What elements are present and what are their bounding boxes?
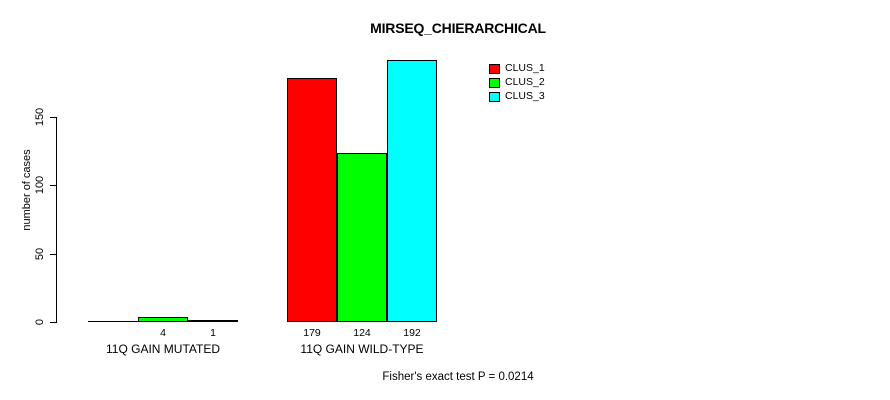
bar-clus_2-1 [337,153,387,322]
y-tick-label: 50 [34,247,46,261]
legend-swatch-clus-1 [489,63,500,74]
legend-label-clus-1: CLUS_1 [505,62,545,74]
bar-value-label: 192 [403,327,421,339]
legend-item-clus-3: CLUS_3 [489,91,545,102]
y-axis-line [56,117,57,323]
x-category-label-mutated: 11Q GAIN MUTATED [105,342,220,356]
bar-clus_1-1 [287,78,337,322]
y-axis-tick [50,185,56,186]
y-tick-label: 150 [34,107,46,127]
bar-clus_3-1 [387,60,437,322]
bar-clus_2-0 [138,317,188,322]
bar-clus_3-0 [188,320,238,322]
bar-value-label: 4 [160,327,166,339]
legend-item-clus-2: CLUS_2 [489,77,545,88]
legend-label-clus-2: CLUS_2 [505,76,545,88]
legend-swatch-clus-3 [489,91,500,102]
bar-value-label: 179 [303,327,321,339]
legend: CLUS_1 CLUS_2 CLUS_3 [489,63,545,105]
y-tick-label: 0 [34,318,46,326]
bar-clus_1-0 [88,321,138,322]
bar-value-label: 124 [353,327,371,339]
y-axis-tick [50,254,56,255]
footer-annotation: Fisher's exact test P = 0.0214 [382,371,534,383]
x-category-label-wildtype: 11Q GAIN WILD-TYPE [300,342,424,356]
chart-title: MIRSEQ_CHIERARCHICAL [370,20,546,36]
y-axis-tick [50,322,56,323]
bar-value-label: 1 [210,327,216,339]
legend-label-clus-3: CLUS_3 [505,90,545,102]
legend-item-clus-1: CLUS_1 [489,63,545,74]
legend-swatch-clus-2 [489,77,500,88]
y-tick-label: 100 [34,175,46,195]
y-axis-tick [50,117,56,118]
